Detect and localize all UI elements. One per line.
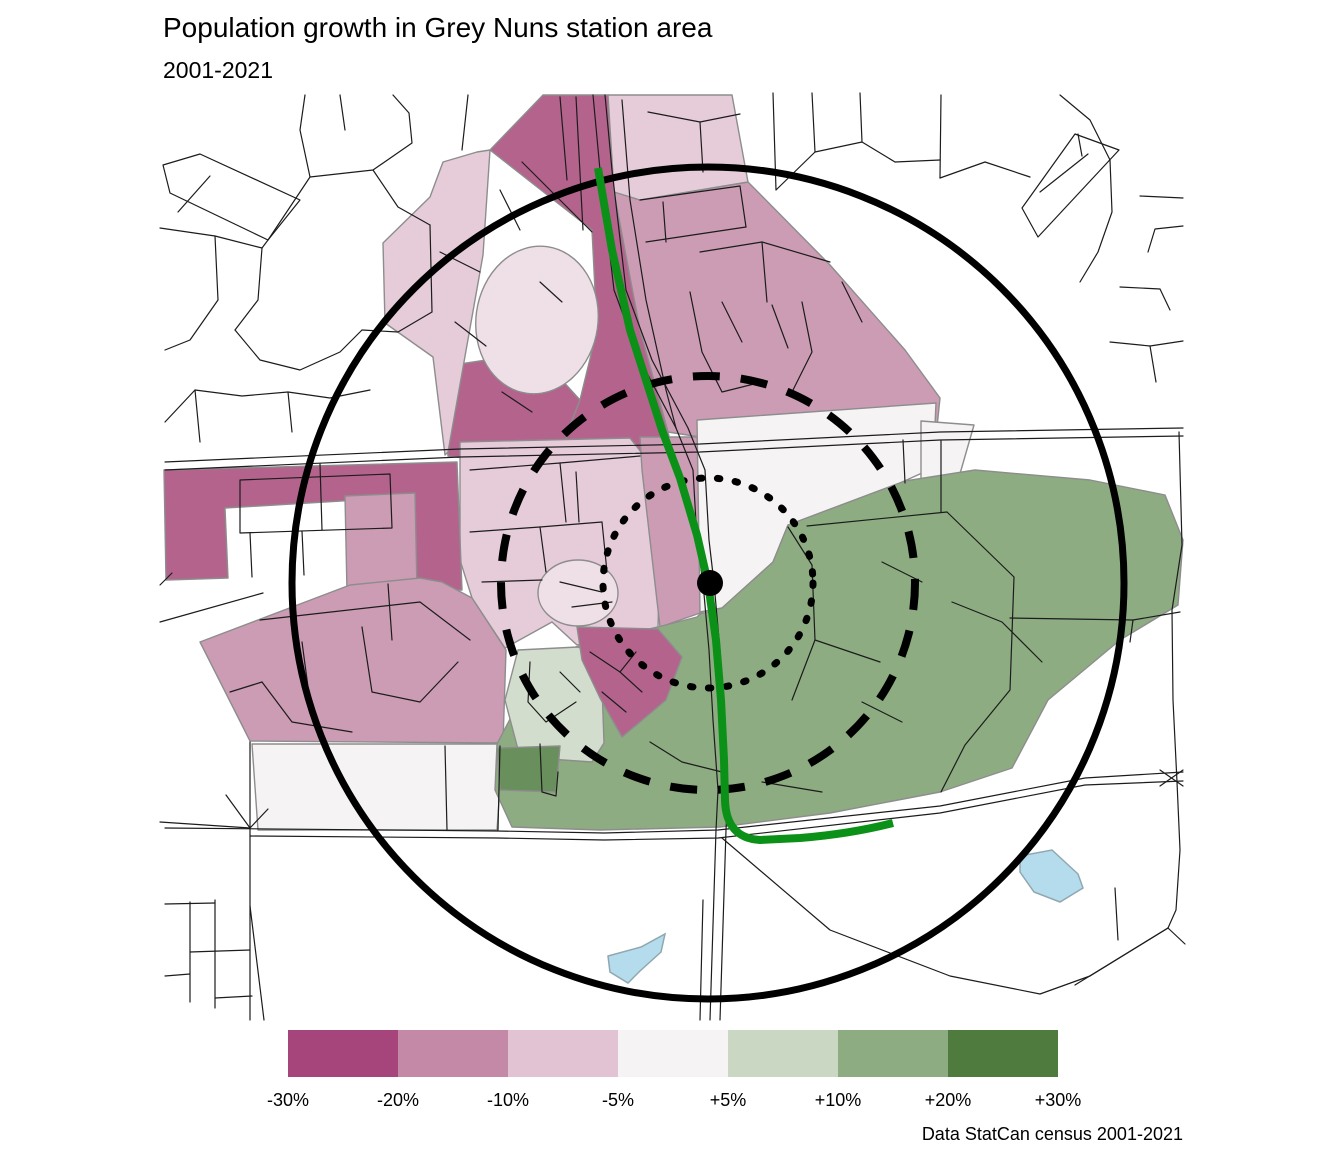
region-decline-light-topband [605, 94, 749, 201]
page-title: Population growth in Grey Nuns station a… [163, 12, 713, 43]
legend-label: -5% [601, 1090, 634, 1110]
region-decline-light-west [382, 149, 491, 456]
legend-swatch [288, 1030, 398, 1077]
walkshed-ring-outer [288, 163, 1128, 1003]
walkshed-ring-inner [599, 474, 817, 692]
region-stable-bottomleft [251, 743, 504, 831]
legend-label: +10% [814, 1090, 862, 1110]
region-decline-strong-wedge [576, 626, 683, 738]
legend-swatch [838, 1030, 948, 1077]
lake [607, 932, 667, 984]
region-growth-strong [496, 745, 561, 793]
legend-label: -20% [376, 1090, 420, 1110]
legend-label: -30% [266, 1090, 310, 1110]
page-subtitle: 2001-2021 [163, 57, 273, 83]
lakes [607, 849, 1084, 984]
legend-color-bar [288, 1030, 1058, 1077]
legend-labels: -30% -20% -10% -5% +5% +10% +20% +30% [233, 1090, 1113, 1111]
data-caption: Data StatCan census 2001-2021 [921, 1124, 1183, 1144]
station-dot [697, 570, 723, 596]
lake [1019, 849, 1084, 903]
census-regions [163, 94, 1184, 831]
legend-swatch [948, 1030, 1058, 1077]
legend-swatch [398, 1030, 508, 1077]
legend-swatch [728, 1030, 838, 1077]
legend-label: +20% [924, 1090, 972, 1110]
walkshed-ring-middle [497, 372, 919, 794]
region-decline-medium-top [611, 181, 941, 438]
region-decline-faint-blob2 [537, 559, 619, 627]
region-decline-medium-left [199, 577, 507, 744]
road-network [159, 92, 1186, 1021]
legend-label: -10% [486, 1090, 530, 1110]
transit-line [594, 167, 894, 845]
legend-swatch [618, 1030, 728, 1077]
legend-label: +5% [709, 1090, 747, 1110]
region-decline-medium-inner [344, 492, 418, 593]
legend-label: +30% [1034, 1090, 1082, 1110]
legend-swatch [508, 1030, 618, 1077]
region-decline-faint-blob [475, 245, 599, 395]
